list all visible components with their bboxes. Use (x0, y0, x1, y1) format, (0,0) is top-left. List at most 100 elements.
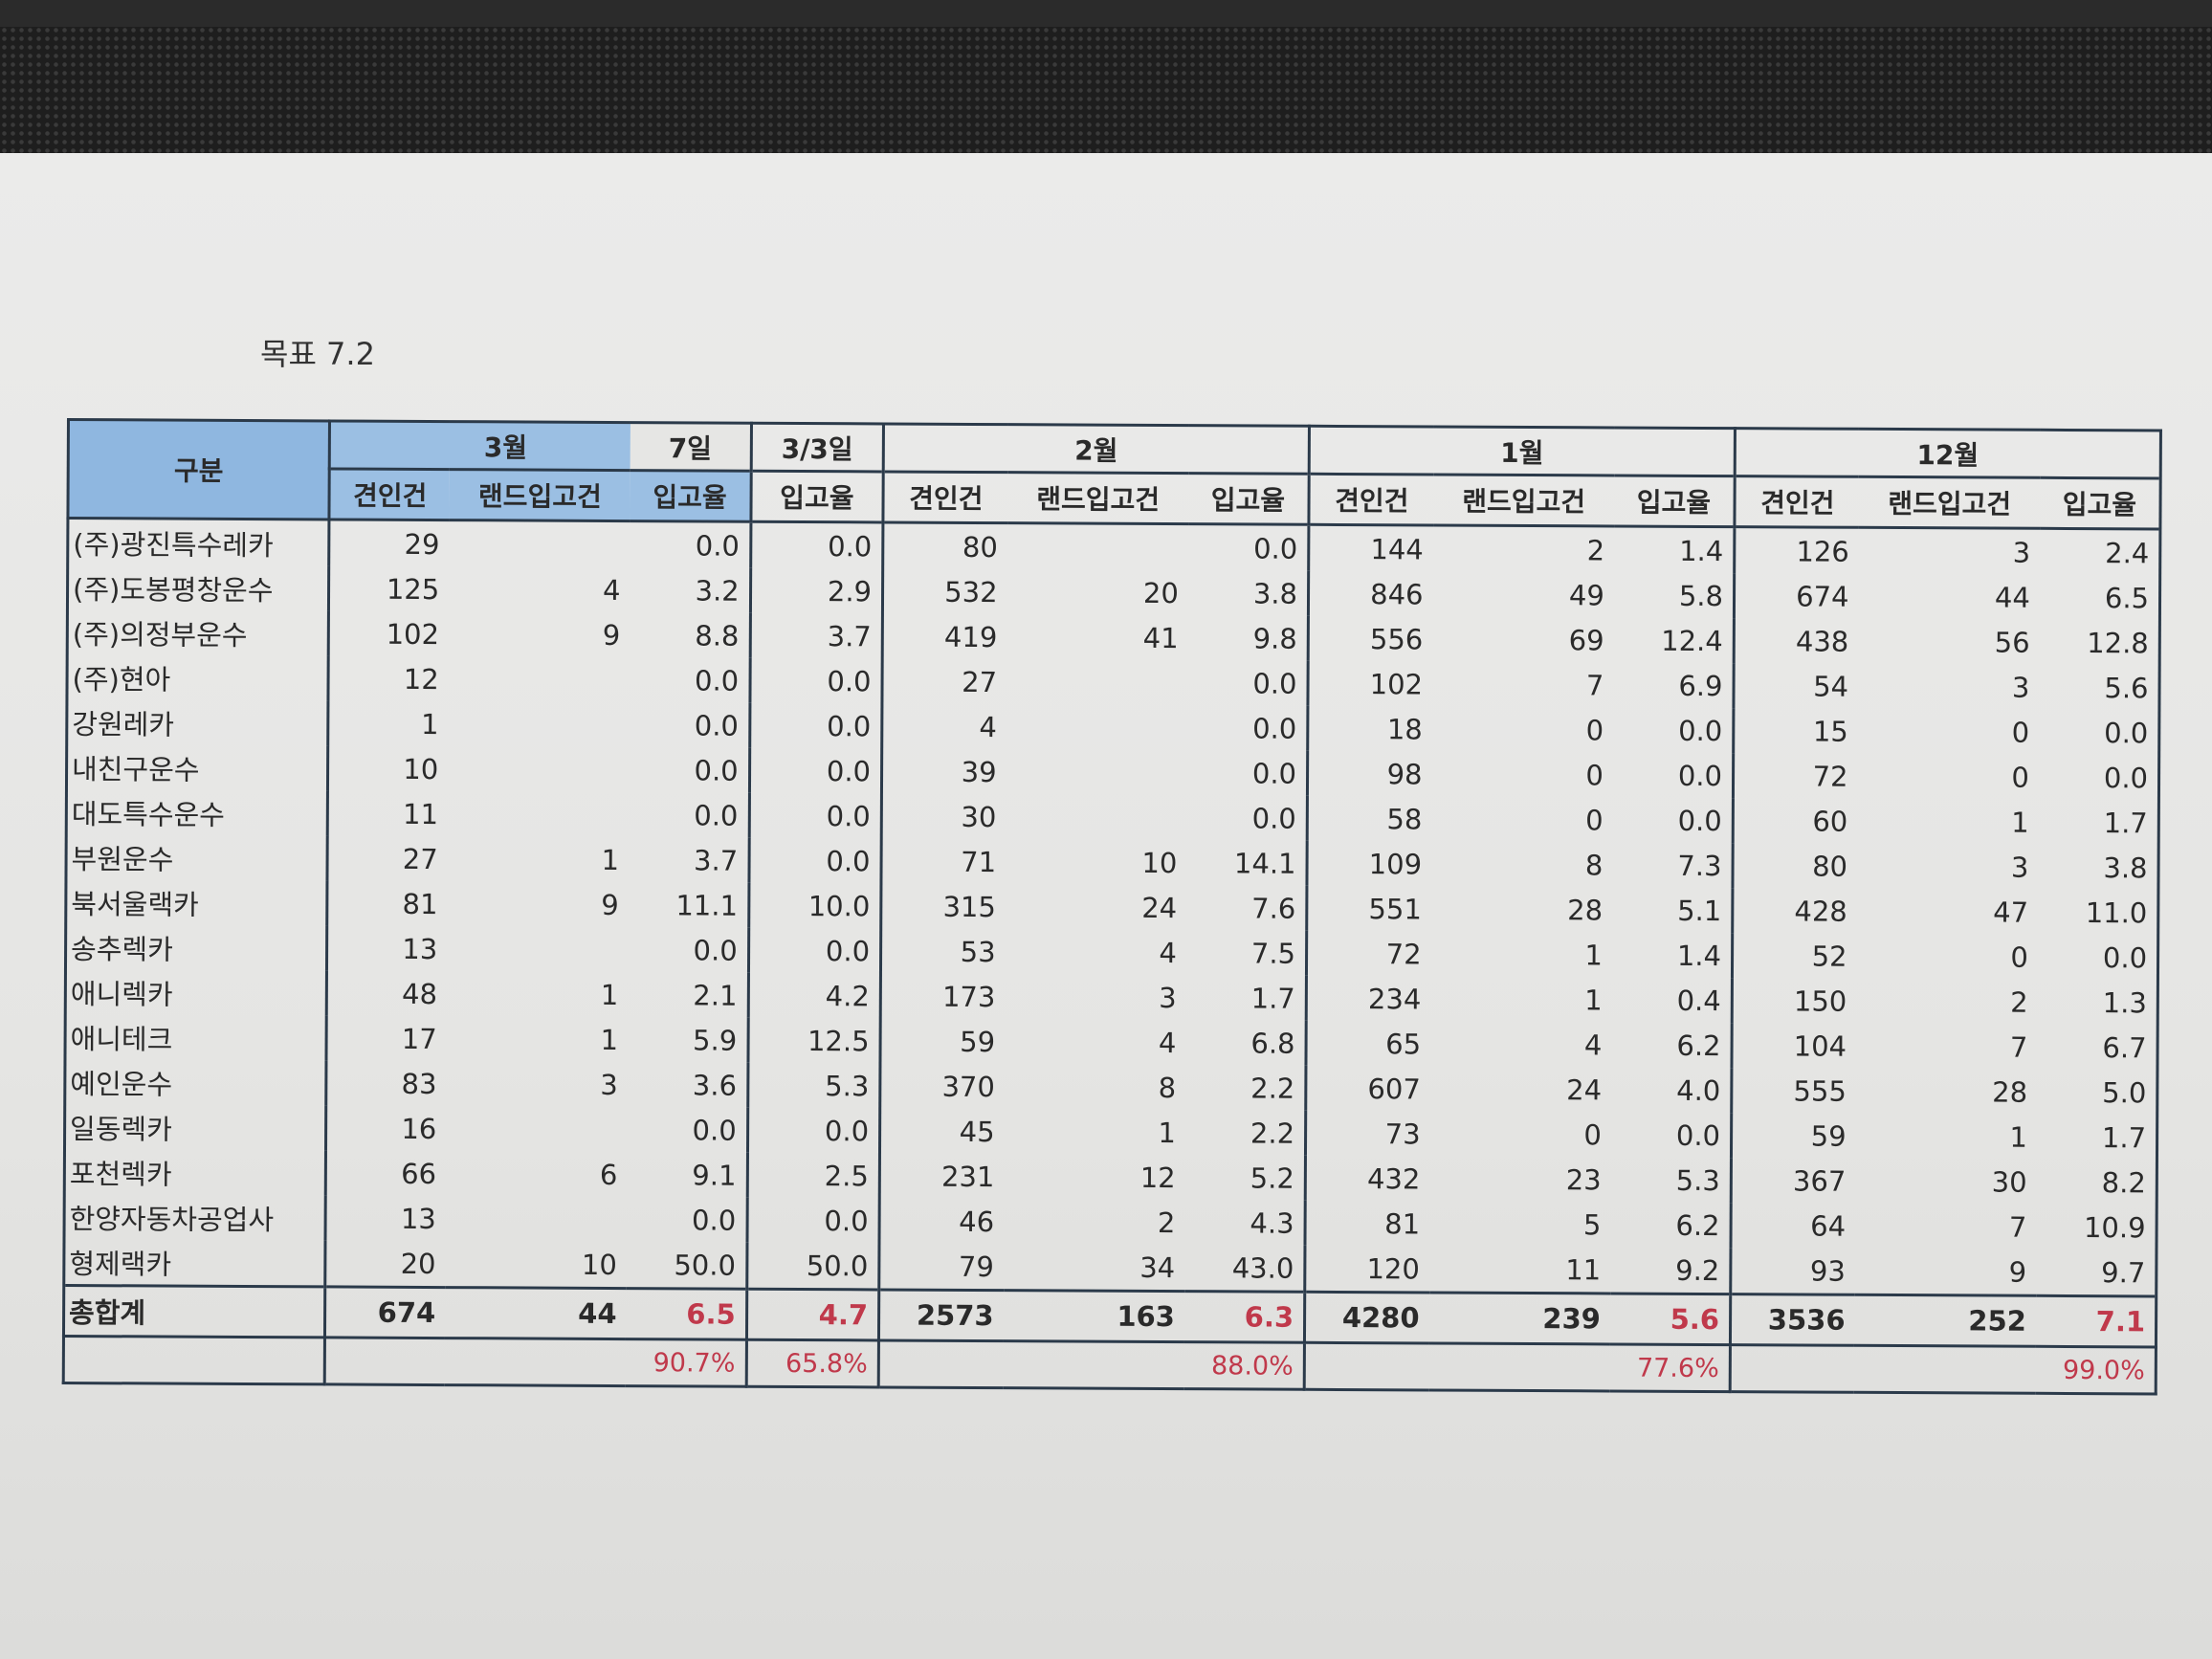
table-cell: 1.7 (2038, 799, 2159, 846)
table-cell: 3.2 (630, 567, 751, 613)
table-cell: 15 (1812, 715, 1848, 748)
achievement-jan: 77.6% (1304, 1342, 1731, 1392)
table-cell: 231 (940, 1160, 995, 1193)
table-cell: 4 (1159, 936, 1177, 969)
table-cell (1006, 659, 1188, 705)
table-cell: 65 (1385, 1027, 1422, 1060)
table-cell: 6.2 (1610, 1202, 1732, 1249)
table-cell: 0 (1585, 803, 1604, 836)
table-cell: 0 (2010, 940, 2028, 974)
company-name: (주)도봉평창운수 (67, 564, 329, 611)
goal-label: 목표 7.2 (260, 336, 375, 372)
table-cell: 12.8 (2039, 619, 2160, 666)
company-name: 강원레카 (66, 699, 328, 746)
table-cell: 0.0 (746, 1197, 880, 1244)
table-cell: 125 (386, 572, 440, 606)
table-cell: 0.0 (749, 702, 882, 749)
table-cell: 109 (1368, 847, 1423, 880)
table-cell: 150 (1793, 984, 1847, 1018)
table-cell (449, 520, 630, 567)
table-cell: 1 (600, 1023, 619, 1056)
table-cell: 73 (1384, 1117, 1421, 1150)
achievement-dec: 99.0% (1730, 1344, 2157, 1394)
company-name: 총합계 (63, 1285, 325, 1338)
sub-header-rate: 입고율 (1188, 473, 1310, 525)
table-cell: 0.0 (1612, 707, 1734, 754)
table-cell: 4280 (1304, 1292, 1429, 1343)
table-cell: 7 (1585, 668, 1604, 701)
table-cell: 6.8 (1185, 1020, 1307, 1066)
table-cell: 9.1 (627, 1152, 748, 1198)
sub-header-tow: 견인건 (328, 468, 450, 520)
sub-header-tow: 견인건 (882, 471, 1008, 523)
table-cell: 0.0 (749, 657, 883, 704)
table-cell: 3.8 (2038, 844, 2159, 891)
table-cell: 12.4 (1613, 617, 1735, 664)
table-cell: 39 (961, 755, 997, 788)
table-cell: 1 (1584, 938, 1603, 971)
table-cell: 0 (1583, 1117, 1602, 1151)
table-cell: 4 (1583, 1028, 1603, 1061)
table-cell: 2.9 (750, 567, 883, 614)
company-name: 포천렉카 (64, 1148, 326, 1196)
table-cell: 66 (401, 1157, 437, 1190)
table-cell: 7.6 (1186, 885, 1307, 931)
company-name: 일동렉카 (64, 1103, 326, 1151)
table-cell: 4 (979, 710, 997, 743)
table-cell: 20 (400, 1247, 436, 1280)
table-cell (446, 1106, 628, 1152)
table-cell: 10 (581, 1248, 617, 1281)
sub-header-land: 랜드입고건 (449, 469, 631, 521)
corner-header: 구분 (67, 419, 330, 520)
table-cell: 69 (1568, 623, 1604, 656)
header-march-ratio: 3/3일 (750, 423, 884, 472)
table-cell: 6.5 (2039, 574, 2160, 621)
achievement-feb: 88.0% (878, 1339, 1305, 1390)
table-cell: 56 (1994, 626, 2030, 659)
table-cell: 120 (1366, 1251, 1420, 1285)
table-cell: 0.0 (1186, 750, 1308, 796)
table-cell: 846 (1370, 577, 1424, 610)
table-cell: 6.2 (1611, 1022, 1733, 1069)
empty-cell (63, 1336, 325, 1384)
table-cell: 3 (2012, 536, 2031, 569)
table-cell: 2 (1157, 1206, 1176, 1239)
table-cell (1006, 794, 1187, 840)
sub-header-rate: 입고율 (2040, 477, 2161, 529)
table-cell: 5.9 (627, 1017, 748, 1063)
table-cell: 2.1 (628, 972, 749, 1018)
table-cell: 23 (1565, 1162, 1602, 1196)
table-cell: 2.4 (2039, 528, 2160, 576)
table-cell: 0.0 (628, 927, 749, 973)
table-cell: 0 (1585, 758, 1604, 791)
table-cell: 10.0 (748, 882, 881, 929)
table-cell: 674 (1796, 579, 1849, 613)
table-cell: 1 (2011, 806, 2029, 839)
table-cell: 43.0 (1184, 1245, 1305, 1293)
table-cell: 11.1 (628, 882, 749, 928)
sub-header-rate: 입고율 (630, 470, 751, 522)
table-cell: 5.3 (1610, 1157, 1732, 1204)
sub-header-land: 랜드입고건 (1432, 474, 1615, 526)
table-cell: 10 (1141, 846, 1178, 879)
table-cell: 0.0 (1187, 523, 1309, 571)
table-cell: 45 (959, 1115, 995, 1148)
table-cell: 239 (1428, 1292, 1611, 1344)
paper-sheet (0, 153, 2212, 1659)
table-cell: 8.8 (630, 612, 751, 658)
table-cell: 4.0 (1611, 1067, 1732, 1114)
table-cell: 1.7 (2036, 1114, 2157, 1161)
table-cell: 5.6 (2039, 664, 2160, 711)
table-cell: 9.7 (2036, 1249, 2157, 1296)
table-cell: 1 (600, 978, 619, 1011)
table-cell: 532 (944, 575, 998, 608)
table-cell: 674 (324, 1286, 446, 1338)
table-cell: 46 (959, 1205, 995, 1238)
table-cell: 6.3 (1183, 1291, 1305, 1343)
table-cell: 4.7 (746, 1289, 879, 1340)
sub-header-rate: 입고율 (750, 471, 884, 522)
table-cell: 81 (1384, 1206, 1421, 1240)
table-cell: 7 (2008, 1210, 2027, 1244)
table-cell: 1.7 (1185, 975, 1307, 1021)
table-cell: 9 (602, 618, 621, 652)
